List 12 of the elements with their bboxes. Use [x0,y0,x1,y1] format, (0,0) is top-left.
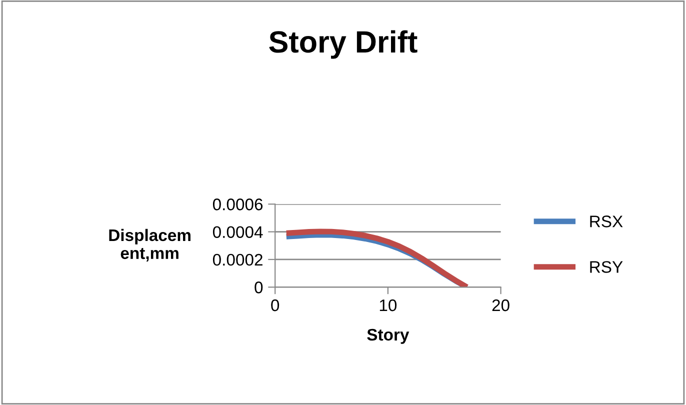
legend-label: RSY [590,261,623,273]
y-tick-label: 0.0002 [212,254,262,266]
x-tick-label: 10 [380,299,397,312]
y-tick-label: 0.0006 [212,198,263,210]
x-tick-label: 20 [492,299,510,312]
y-axis-title: Displacem ent,mm [109,228,190,262]
legend-label: RSX [590,216,623,228]
x-tick-label: 0 [271,299,280,312]
x-axis-title: Story [367,328,410,344]
chart-title: Story Drift [269,30,418,59]
y-tick-label: 0.0004 [212,226,263,238]
text: 0 [254,282,263,294]
